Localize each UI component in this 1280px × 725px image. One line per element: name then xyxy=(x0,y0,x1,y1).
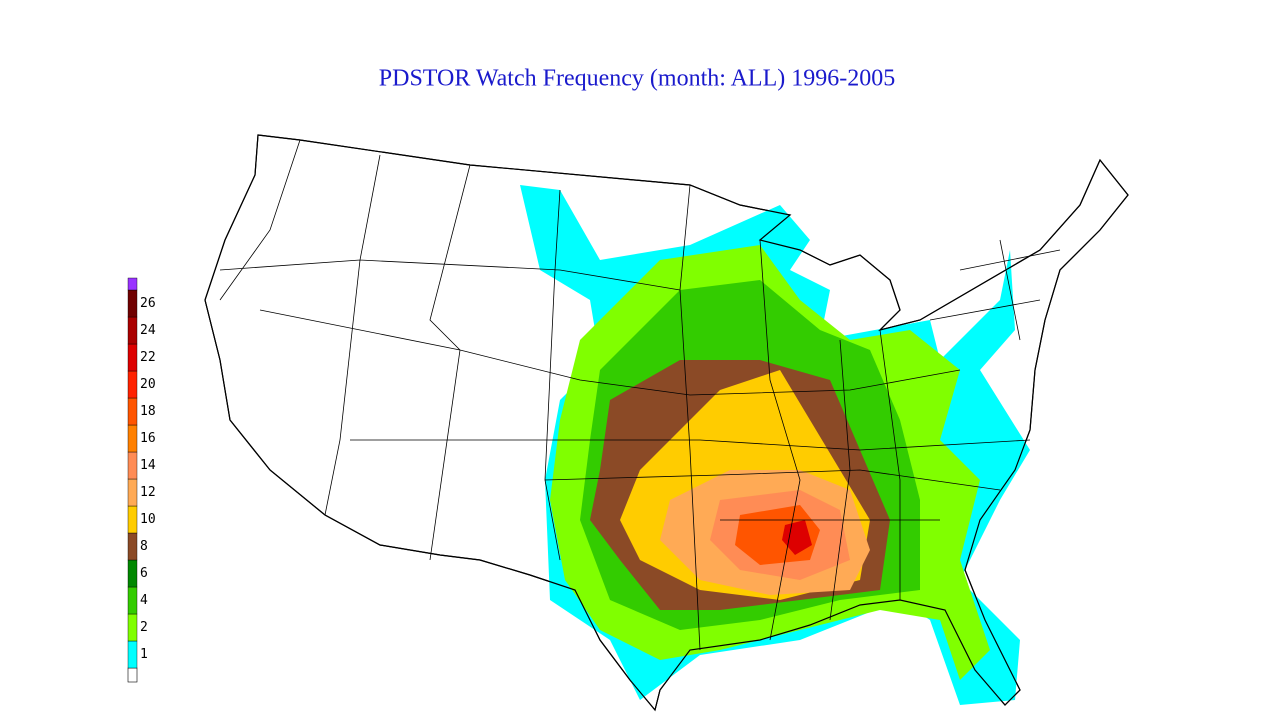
legend-label: 20 xyxy=(140,377,156,392)
legend-label: 26 xyxy=(140,296,156,311)
legend-swatch xyxy=(127,586,138,615)
legend-swatch-top xyxy=(127,277,138,291)
legend-swatch xyxy=(127,451,138,480)
us-outline-stroke xyxy=(204,134,1129,712)
map-title: PDSTOR Watch Frequency (month: ALL) 1996… xyxy=(379,66,895,92)
legend-swatch xyxy=(127,424,138,453)
legend-swatch xyxy=(127,532,138,561)
region-red-core xyxy=(782,520,812,555)
legend-swatch xyxy=(127,289,138,318)
legend-swatch-bottom xyxy=(127,667,138,683)
legend-label: 24 xyxy=(140,323,156,338)
legend-swatch xyxy=(127,316,138,345)
legend-label: 4 xyxy=(140,593,148,608)
legend-label: 10 xyxy=(140,512,156,527)
legend-label: 12 xyxy=(140,485,156,500)
legend-swatch xyxy=(127,640,138,669)
legend-label: 14 xyxy=(140,458,156,473)
legend-label: 16 xyxy=(140,431,156,446)
legend-swatch xyxy=(127,370,138,399)
legend-swatch xyxy=(127,343,138,372)
legend-swatch xyxy=(127,613,138,642)
legend-label: 1 xyxy=(140,647,148,662)
legend-swatch xyxy=(127,505,138,534)
legend-swatch xyxy=(127,559,138,588)
legend-swatch xyxy=(127,397,138,426)
legend-label: 2 xyxy=(140,620,148,635)
legend-swatch xyxy=(127,478,138,507)
state-line xyxy=(219,139,1061,651)
legend-label: 22 xyxy=(140,350,156,365)
legend-label: 18 xyxy=(140,404,156,419)
legend-label: 8 xyxy=(140,539,148,554)
legend-label: 6 xyxy=(140,566,148,581)
us-map xyxy=(204,134,1129,712)
state-lines xyxy=(219,139,1061,651)
